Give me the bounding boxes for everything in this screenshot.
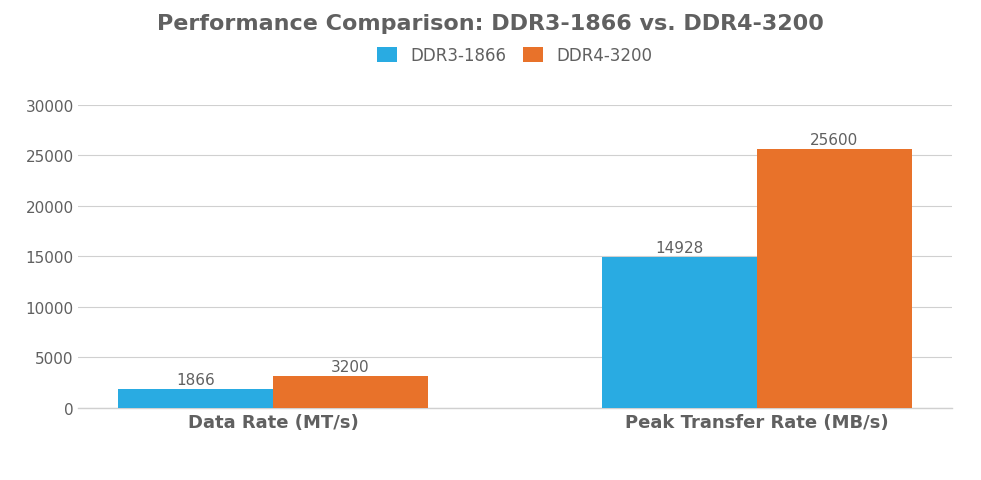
Text: 14928: 14928 [655,241,703,256]
Text: Performance Comparison: DDR3-1866 vs. DDR4-3200: Performance Comparison: DDR3-1866 vs. DD… [157,14,824,35]
Bar [602,258,757,408]
Bar [273,376,428,408]
Legend: DDR3-1866, DDR4-3200: DDR3-1866, DDR4-3200 [378,48,652,65]
Bar [757,150,912,408]
Text: 3200: 3200 [332,359,370,374]
Text: 25600: 25600 [810,133,858,148]
Bar [118,389,273,408]
Text: 1866: 1866 [177,372,215,387]
